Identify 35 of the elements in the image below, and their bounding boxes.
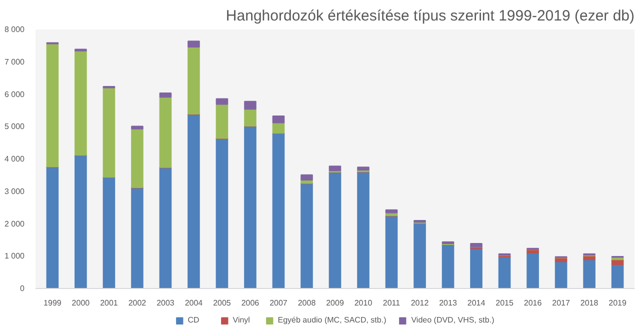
legend-label: Egyéb audio (MC, SACD, stb.) bbox=[278, 316, 386, 324]
x-tick-label: 2016 bbox=[524, 298, 542, 308]
x-tick-label: 2007 bbox=[270, 298, 288, 308]
x-tick-label: 2012 bbox=[410, 298, 430, 308]
x-tick-label: 2008 bbox=[298, 298, 316, 308]
x-tick-label: 2001 bbox=[100, 298, 118, 308]
y-tick-label: 2 000 bbox=[4, 219, 26, 228]
x-tick-label: 2009 bbox=[326, 298, 344, 308]
x-tick-label: 2000 bbox=[72, 298, 90, 308]
x-tick-label: 2015 bbox=[496, 298, 514, 308]
x-tick-label: 2011 bbox=[382, 298, 401, 308]
y-tick-label: 6 000 bbox=[4, 90, 26, 99]
y-tick-label: 7 000 bbox=[4, 57, 26, 66]
x-tick-label: 1999 bbox=[44, 298, 62, 308]
chart-title: Hanghordozók értékesítése típus szerint 1999-2019 (ezer db) bbox=[226, 8, 635, 24]
x-tick-label: 2010 bbox=[354, 298, 373, 308]
x-tick-label: 2013 bbox=[439, 298, 458, 308]
x-tick-label: 2014 bbox=[467, 298, 486, 308]
y-tick-label: 1 000 bbox=[4, 252, 26, 261]
legend-label: Vinyl bbox=[232, 316, 251, 324]
x-tick-label: 2005 bbox=[213, 298, 232, 308]
x-tick-label: 2004 bbox=[184, 298, 204, 308]
x-tick-label: 2019 bbox=[608, 298, 627, 308]
y-tick-label: 3 000 bbox=[4, 186, 26, 196]
y-tick-label: 8 000 bbox=[4, 25, 26, 34]
legend-label: CD bbox=[188, 316, 200, 324]
legend-label: Video (DVD, VHS, stb.) bbox=[411, 316, 494, 324]
x-tick-label: 2002 bbox=[128, 298, 147, 308]
y-tick-label: 5 000 bbox=[4, 122, 26, 132]
x-tick-label: 2018 bbox=[580, 298, 599, 308]
y-tick-label: 4 000 bbox=[4, 154, 26, 164]
x-tick-label: 2006 bbox=[241, 298, 260, 308]
y-tick-label: 0 bbox=[20, 284, 26, 293]
x-tick-label: 2017 bbox=[552, 298, 570, 308]
x-tick-label: 2003 bbox=[156, 298, 175, 308]
